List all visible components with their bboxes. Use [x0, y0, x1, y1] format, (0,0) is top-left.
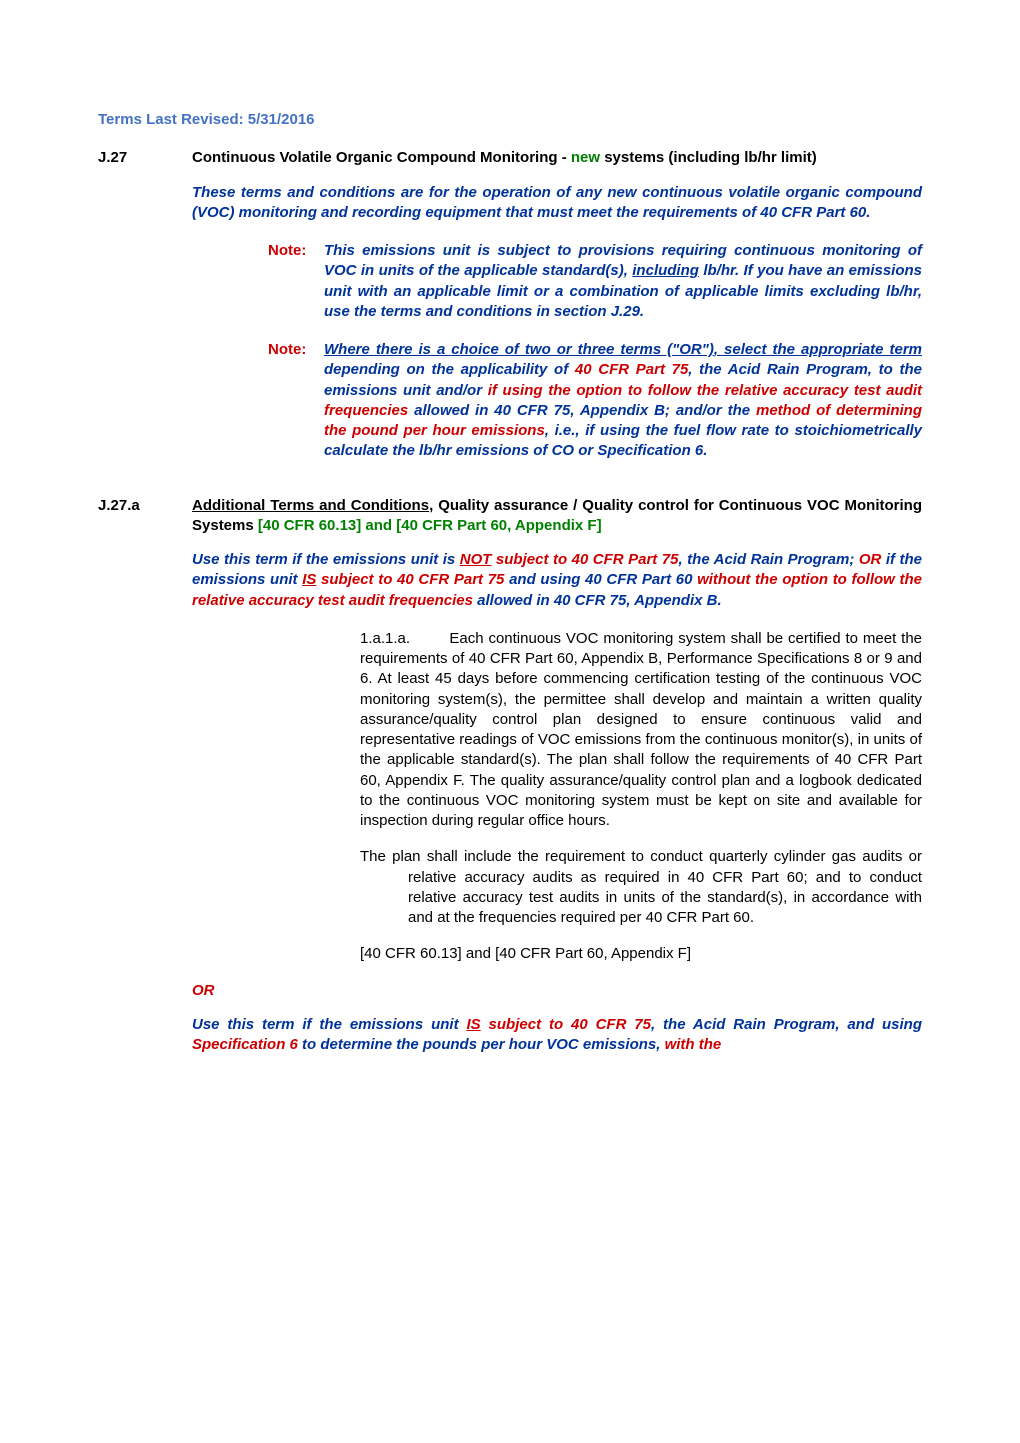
item-1b-paragraph: The plan shall include the requirement t… — [360, 847, 922, 928]
note-2: Note: Where there is a choice of two or … — [268, 340, 922, 462]
or-separator: OR — [192, 981, 922, 1001]
note-1-label: Note: — [268, 241, 324, 322]
cond1-mid1: subject to 40 CFR Part 75 — [491, 551, 678, 568]
note2-underline-pre: Where there is a — [324, 341, 451, 358]
note-1: Note: This emissions unit is subject to … — [268, 241, 922, 322]
section-heading-j27: Continuous Volatile Organic Compound Mon… — [192, 148, 922, 168]
cond1-or: OR — [859, 551, 882, 568]
cond2-red2: with the — [665, 1036, 722, 1053]
heading-post: systems (including lb/hr limit) — [600, 149, 817, 166]
heading-green: new — [571, 149, 600, 166]
cond2-blue2: to determine the pounds per hour VOC emi… — [298, 1036, 665, 1053]
cond2-blue1: , the Acid Rain Program, and using — [651, 1016, 922, 1033]
cond1-mid2: subject to 40 CFR Part 75 — [316, 571, 504, 588]
cond2-is: IS — [466, 1016, 480, 1033]
cfr-reference-1: [40 CFR 60.13] and [40 CFR Part 60, Appe… — [360, 944, 922, 964]
heading-pre: Continuous Volatile Organic Compound Mon… — [192, 149, 571, 166]
section-heading-j27a: Additional Terms and Conditions, Quality… — [192, 496, 922, 537]
section-j27-row: J.27 Continuous Volatile Organic Compoun… — [98, 148, 922, 168]
note2-blue3: allowed in 40 CFR 75, Appendix B; and/or… — [408, 402, 756, 419]
cond1-not: NOT — [460, 551, 492, 568]
note2-underline-post: , select the appropriate term — [714, 341, 922, 358]
note-2-text: Where there is a choice of two or three … — [324, 341, 922, 459]
cond2-red1: Specification 6 — [192, 1036, 298, 1053]
cond1-pre: Use this term if the emissions unit is — [192, 551, 460, 568]
intro-paragraph: These terms and conditions are for the o… — [192, 183, 922, 224]
section-number-j27a: J.27.a — [98, 496, 192, 537]
condition-1: Use this term if the emissions unit is N… — [192, 550, 922, 611]
condition-2: Use this term if the emissions unit IS s… — [192, 1015, 922, 1056]
numbered-item-1a1a: 1.a.1.a. Each continuous VOC monitoring … — [360, 629, 922, 832]
cond2-mid: subject to 40 CFR 75 — [481, 1016, 651, 1033]
note1-including: including — [632, 262, 699, 279]
note2-after: depending on the applicability of — [324, 361, 575, 378]
note-1-text: This emissions unit is subject to provis… — [324, 242, 922, 320]
j27a-underline: Additional Terms and Conditions — [192, 497, 429, 514]
terms-revised-line: Terms Last Revised: 5/31/2016 — [98, 110, 922, 130]
cond1-blue1: , the Acid Rain Program; — [679, 551, 859, 568]
cond1-blue3: and using 40 CFR Part 60 — [504, 571, 697, 588]
note2-choice: choice of two or three terms ("OR") — [451, 341, 714, 358]
cond2-pre: Use this term if the emissions unit — [192, 1016, 466, 1033]
note1-body-pre: This emissions unit is subject to provis… — [324, 242, 815, 259]
note2-red1: 40 CFR Part 75 — [575, 361, 688, 378]
section-j27a-row: J.27.a Additional Terms and Conditions, … — [98, 496, 922, 537]
note-2-label: Note: — [268, 340, 324, 462]
cond1-is: IS — [302, 571, 316, 588]
section-number-j27: J.27 — [98, 148, 192, 168]
item-num-1a1a: 1.a.1.a. — [360, 630, 410, 647]
cond1-blue4: allowed in 40 CFR 75, Appendix B. — [473, 592, 722, 609]
item1-text: Each continuous VOC monitoring system sh… — [360, 630, 922, 829]
j27a-green: [40 CFR 60.13] and [40 CFR Part 60, Appe… — [258, 517, 602, 534]
